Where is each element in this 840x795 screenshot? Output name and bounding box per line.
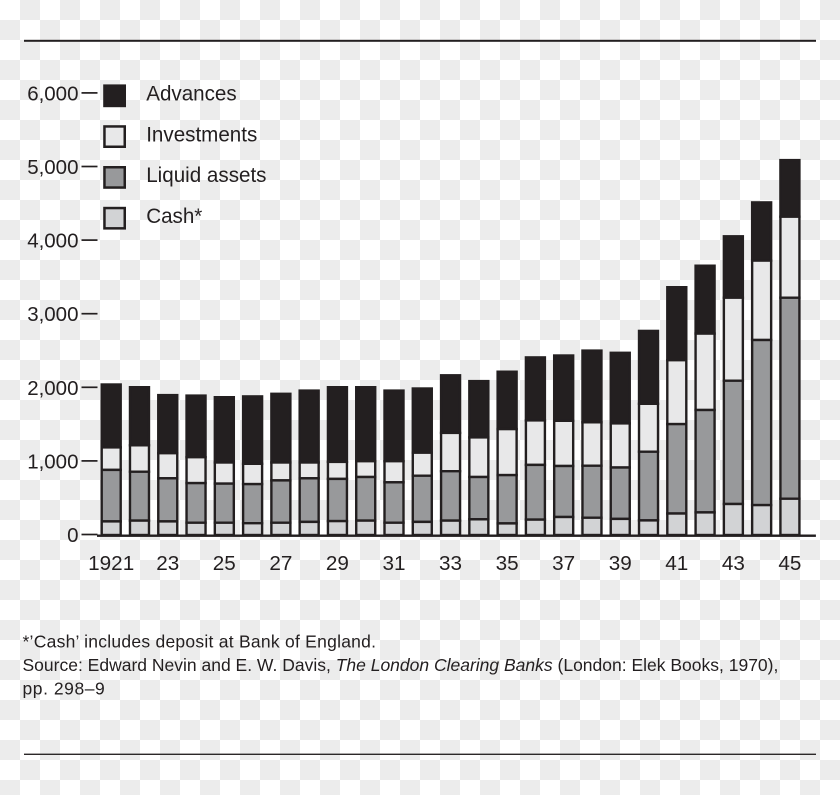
svg-text:5,000: 5,000 xyxy=(27,156,78,179)
svg-text:37: 37 xyxy=(552,552,575,575)
svg-text:1921: 1921 xyxy=(88,552,134,575)
svg-text:39: 39 xyxy=(609,552,632,575)
svg-text:31: 31 xyxy=(382,552,405,575)
svg-text:45: 45 xyxy=(778,552,801,575)
svg-text:Source: Edward Nevin and E. W.: Source: Edward Nevin and E. W. Davis, Th… xyxy=(23,655,779,675)
svg-text:29: 29 xyxy=(326,552,349,575)
svg-text:Advances: Advances xyxy=(146,82,237,106)
svg-text:*’Cash’ includes deposit at Ba: *’Cash’ includes deposit at Bank of Engl… xyxy=(23,632,377,652)
svg-text:35: 35 xyxy=(496,552,519,575)
svg-text:1,000: 1,000 xyxy=(27,450,78,473)
svg-text:2,000: 2,000 xyxy=(27,377,78,400)
svg-text:3,000: 3,000 xyxy=(27,303,78,326)
svg-text:4,000: 4,000 xyxy=(27,230,78,253)
svg-text:23: 23 xyxy=(156,552,179,575)
svg-text:6,000: 6,000 xyxy=(27,82,78,105)
svg-text:Cash*: Cash* xyxy=(146,205,202,229)
svg-text:27: 27 xyxy=(269,552,292,575)
svg-text:25: 25 xyxy=(213,552,236,575)
svg-text:Liquid assets: Liquid assets xyxy=(146,164,266,188)
svg-text:43: 43 xyxy=(722,552,745,575)
svg-text:pp. 298–9: pp. 298–9 xyxy=(23,679,106,699)
svg-text:33: 33 xyxy=(439,552,462,575)
svg-text:0: 0 xyxy=(67,524,78,547)
svg-text:Investments: Investments xyxy=(146,123,257,147)
svg-text:41: 41 xyxy=(665,552,688,575)
